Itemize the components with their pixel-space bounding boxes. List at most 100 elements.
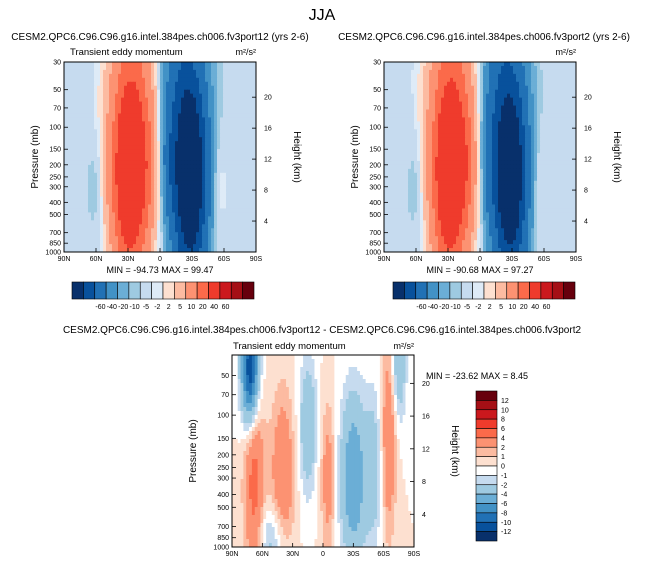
- field-cell: [175, 62, 179, 66]
- field-cell: [498, 145, 502, 149]
- field-cell: [151, 197, 155, 201]
- field-cell: [453, 169, 457, 173]
- field-cell: [217, 224, 221, 228]
- field-cell: [555, 169, 559, 173]
- field-cell: [109, 66, 113, 70]
- field-cell: [76, 212, 80, 216]
- field-cell: [220, 220, 224, 224]
- colorbar-label: -10: [130, 304, 140, 311]
- field-cell: [154, 149, 158, 153]
- field-cell: [241, 137, 245, 141]
- field-cell: [196, 216, 200, 220]
- field-cell: [471, 161, 475, 165]
- field-cell: [453, 165, 457, 169]
- field-cell: [142, 98, 146, 102]
- field-cell: [510, 125, 514, 129]
- field-cell: [106, 70, 110, 74]
- field-cell: [471, 90, 475, 94]
- field-cell: [399, 113, 403, 117]
- field-cell: [250, 216, 254, 220]
- field-cell: [76, 78, 80, 82]
- field-cell: [73, 82, 77, 86]
- field-cell: [154, 208, 158, 212]
- field-cell: [175, 165, 179, 169]
- field-cell: [109, 106, 113, 110]
- field-cell: [181, 129, 185, 133]
- field-cell: [85, 205, 89, 209]
- field-cell: [232, 113, 236, 117]
- field-cell: [106, 66, 110, 70]
- field-cell: [232, 82, 236, 86]
- field-cell: [217, 70, 221, 74]
- field-cell: [561, 90, 565, 94]
- field-cell: [399, 106, 403, 110]
- field-cell: [94, 201, 98, 205]
- field-cell: [88, 117, 92, 121]
- field-cell: [163, 193, 167, 197]
- field-cell: [250, 110, 254, 114]
- field-cell: [97, 189, 101, 193]
- field-cell: [208, 102, 212, 106]
- field-cell: [543, 86, 547, 90]
- field-cell: [540, 90, 544, 94]
- field-cell: [214, 94, 218, 98]
- field-cell: [456, 173, 460, 177]
- field-cell: [238, 133, 242, 137]
- field-cell: [208, 185, 212, 189]
- field-cell: [229, 74, 233, 78]
- field-cell: [181, 82, 185, 86]
- field-cell: [67, 82, 71, 86]
- field-cell: [178, 113, 182, 117]
- field-cell: [220, 177, 224, 181]
- field-cell: [414, 125, 418, 129]
- field-cell: [169, 236, 173, 240]
- field-cell: [127, 220, 131, 224]
- field-cell: [169, 102, 173, 106]
- field-cell: [220, 157, 224, 161]
- field-cell: [100, 236, 104, 240]
- field-cell: [396, 86, 400, 90]
- field-cell: [64, 177, 68, 181]
- field-cell: [399, 157, 403, 161]
- field-cell: [393, 82, 397, 86]
- field-cell: [70, 216, 74, 220]
- field-cell: [169, 193, 173, 197]
- field-cell: [91, 137, 95, 141]
- field-cell: [217, 102, 221, 106]
- field-cell: [214, 212, 218, 216]
- field-cell: [247, 185, 251, 189]
- field-cell: [217, 106, 221, 110]
- field-cell: [414, 102, 418, 106]
- field-cell: [229, 137, 233, 141]
- field-cell: [468, 102, 472, 106]
- field-cell: [205, 201, 209, 205]
- field-cell: [540, 141, 544, 145]
- field-cell: [220, 181, 224, 185]
- field-cell: [465, 165, 469, 169]
- field-cell: [133, 137, 137, 141]
- field-cell: [477, 86, 481, 90]
- field-cell: [145, 137, 149, 141]
- field-cell: [133, 90, 137, 94]
- field-cell: [127, 90, 131, 94]
- field-cell: [91, 117, 95, 121]
- field-cell: [121, 141, 125, 145]
- field-cell: [169, 125, 173, 129]
- field-cell: [444, 74, 448, 78]
- field-cell: [250, 224, 254, 228]
- field-cell: [429, 137, 433, 141]
- field-cell: [103, 185, 107, 189]
- field-cell: [148, 106, 152, 110]
- field-cell: [229, 185, 233, 189]
- field-cell: [220, 94, 224, 98]
- field-cell: [211, 86, 215, 90]
- field-cell: [528, 82, 532, 86]
- field-cell: [115, 157, 119, 161]
- field-cell: [507, 145, 511, 149]
- field-cell: [97, 216, 101, 220]
- field-cell: [492, 94, 496, 98]
- field-cell: [139, 78, 143, 82]
- field-cell: [420, 90, 424, 94]
- field-cell: [465, 102, 469, 106]
- field-cell: [160, 137, 164, 141]
